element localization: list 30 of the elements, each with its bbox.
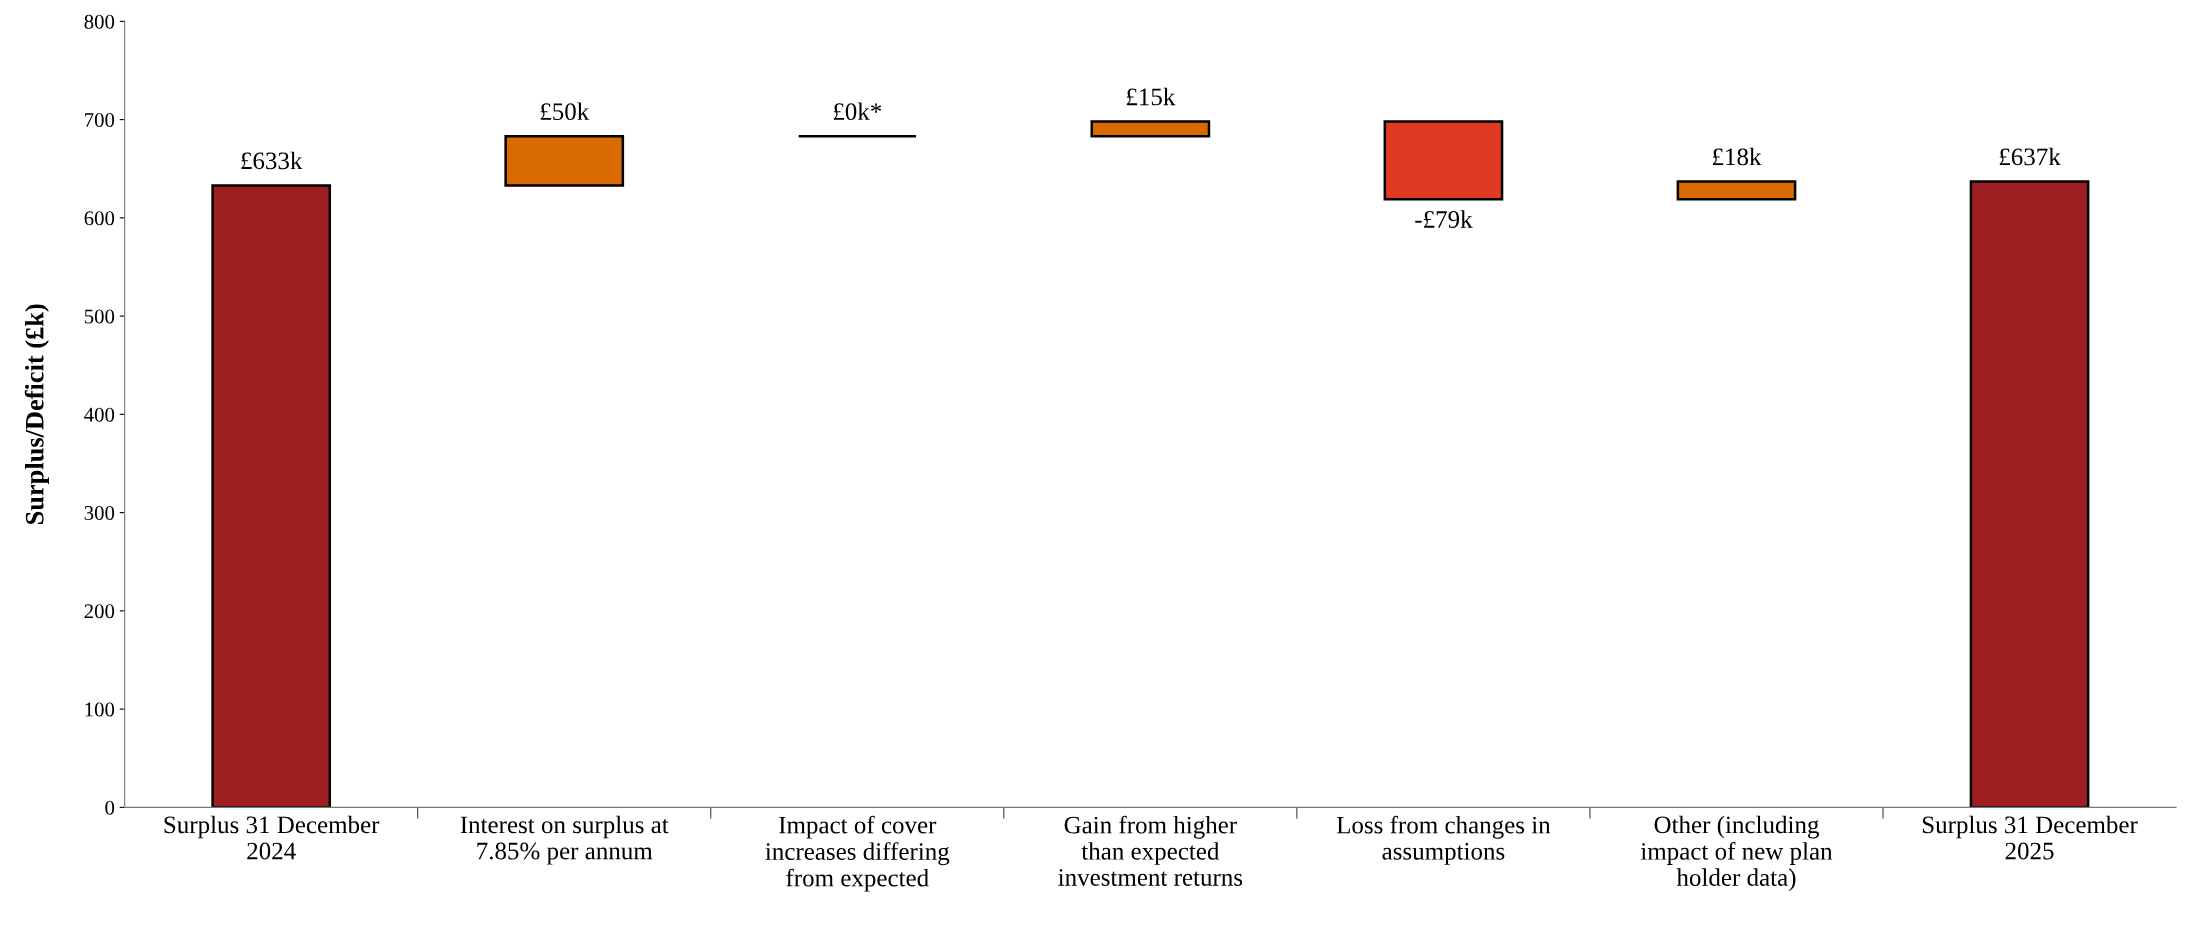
bar (504, 135, 625, 187)
y-axis-title: Surplus/Deficit (£k) (24, 304, 49, 524)
data-label: £15k (1126, 87, 1176, 106)
x-tick-label: Impact of cover increases differing from expected (765, 815, 950, 892)
y-tick-label: 200 (84, 604, 115, 619)
y-tick-label: 600 (84, 211, 115, 226)
x-tick-label: Loss from changes in assumptions (1336, 815, 1551, 865)
bar (1676, 180, 1797, 201)
bar (1969, 180, 2090, 808)
bar (1090, 120, 1211, 138)
data-label: -£79k (1415, 210, 1473, 228)
x-tick-label: Gain from higher than expected investment returns (1058, 815, 1243, 886)
y-tick-label: 0 (105, 800, 115, 815)
bar (1383, 120, 1504, 201)
bar (211, 184, 332, 808)
x-tick-label: Surplus 31 December 2024 (164, 815, 380, 860)
y-tick-label: 500 (84, 309, 115, 324)
y-tick-label: 300 (84, 505, 115, 521)
x-tick-label: Surplus 31 December 2025 (1922, 815, 2138, 860)
y-tick-label: 700 (85, 112, 115, 128)
y-tick-label: 800 (84, 14, 115, 29)
data-label: £633k (241, 151, 303, 170)
x-tick-label: Other (including impact of new plan holder data) (1640, 815, 1833, 892)
data-label: £50k (540, 102, 590, 121)
x-tick-label: Interest on surplus at 7.85% per annum (460, 815, 669, 865)
data-label: £0k* (833, 102, 882, 121)
data-label: £18k (1712, 147, 1762, 166)
data-label: £637k (1999, 147, 2061, 166)
y-tick-label: 400 (84, 407, 115, 422)
y-tick-label: 100 (85, 702, 115, 717)
